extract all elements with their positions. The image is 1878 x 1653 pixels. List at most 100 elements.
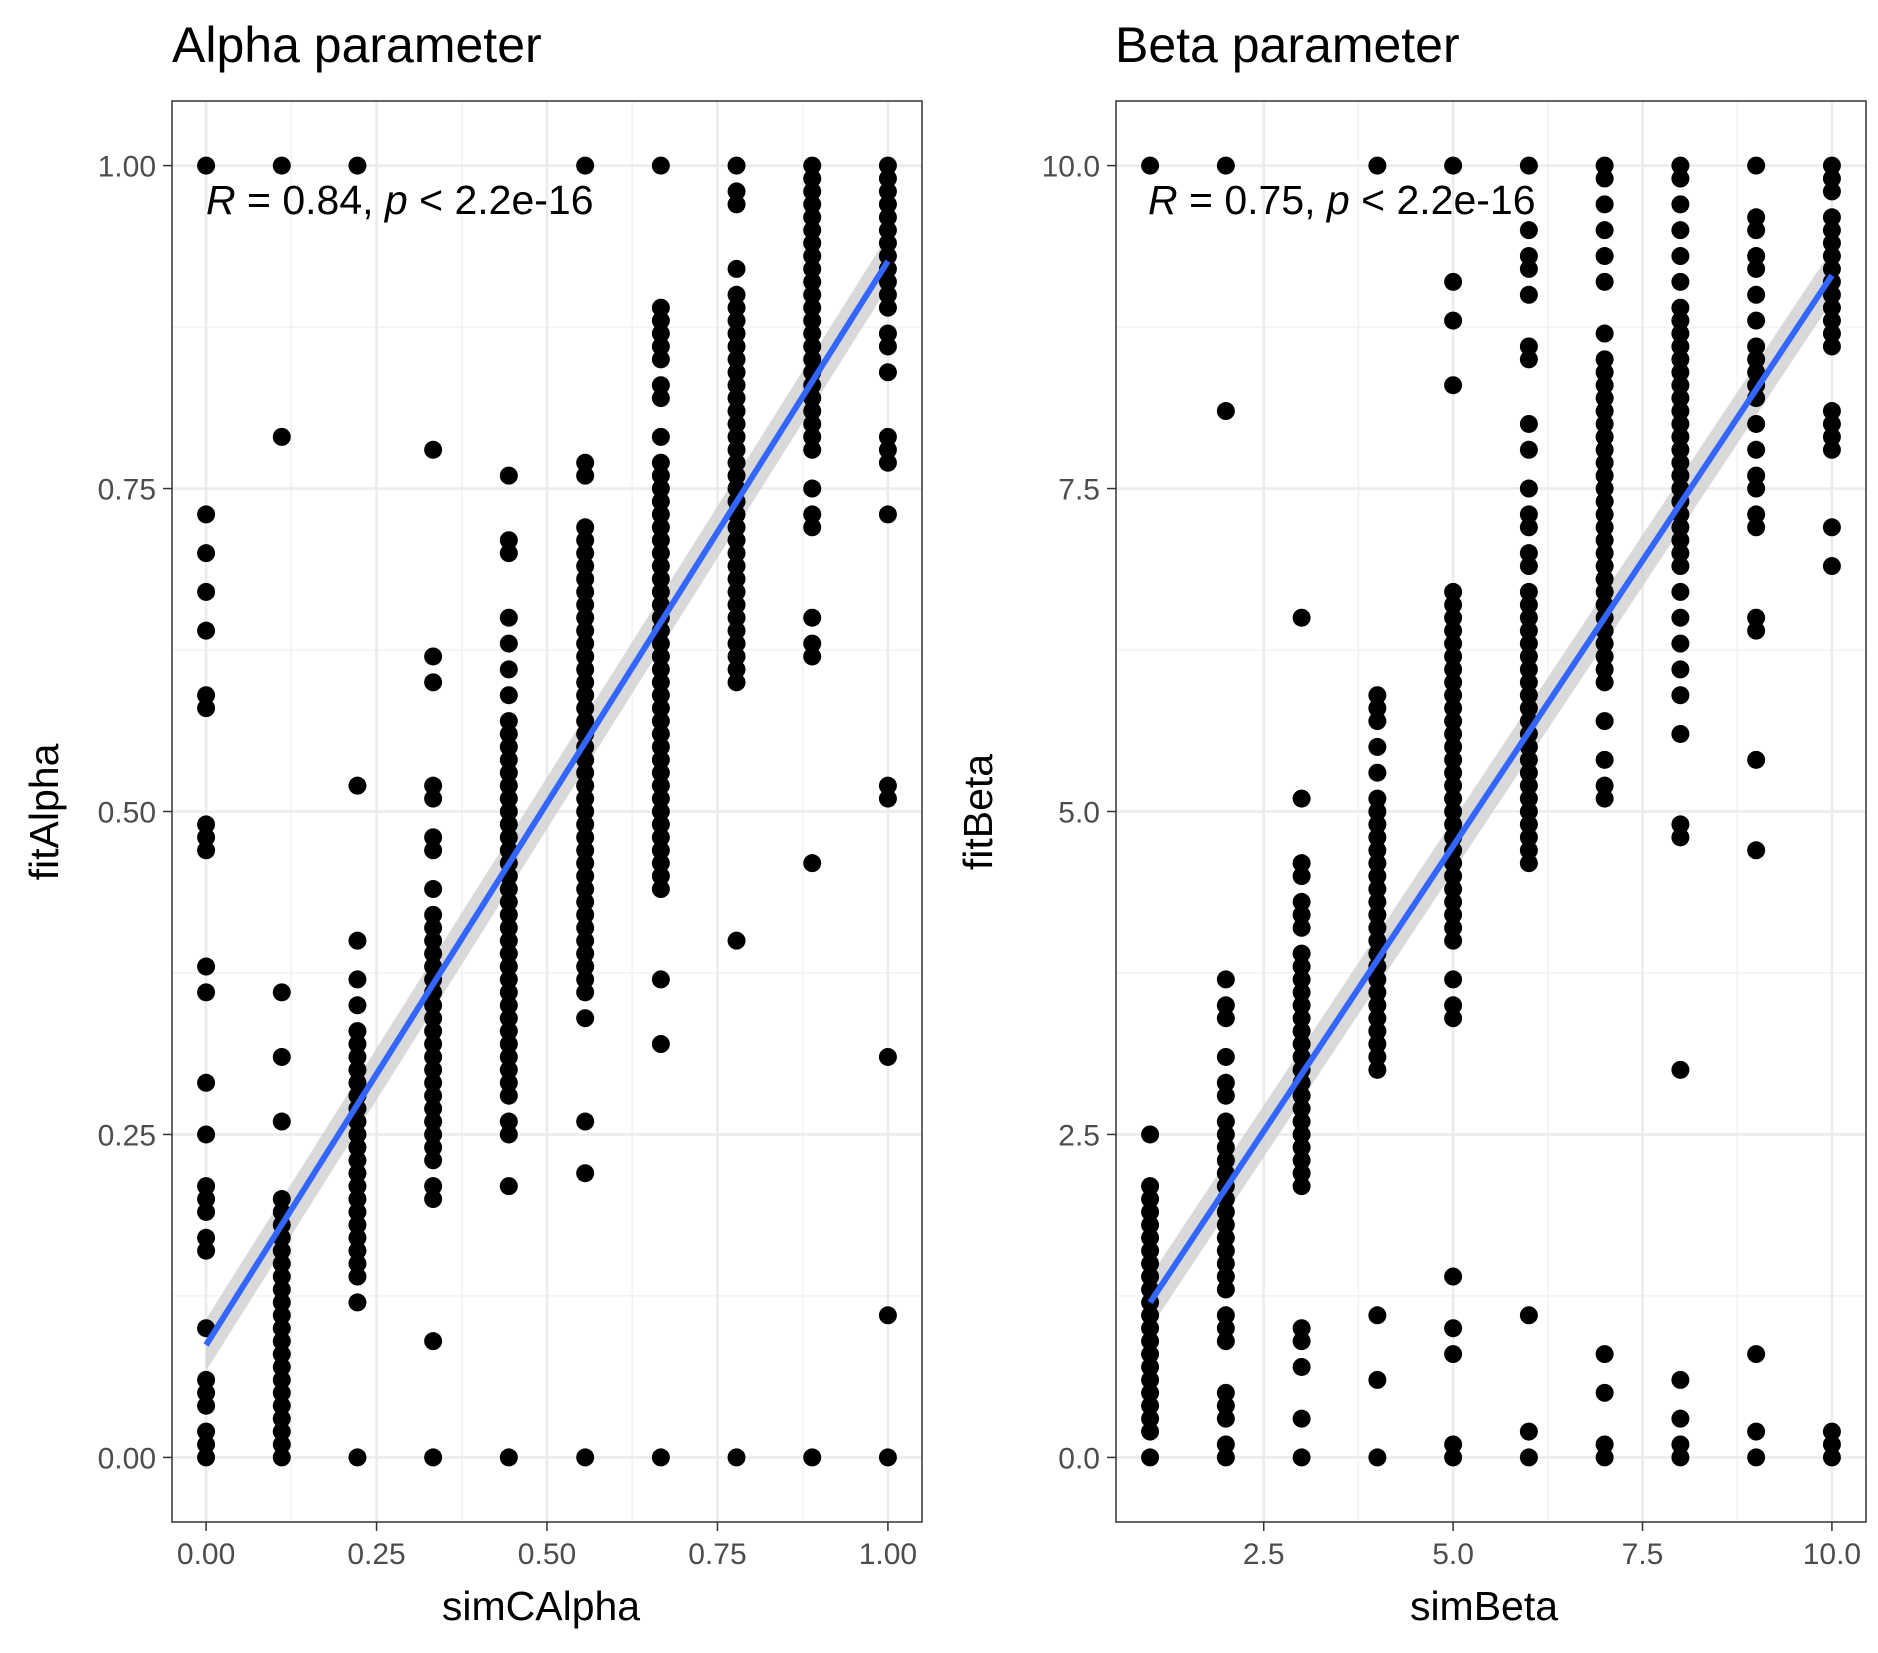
data-point [1216, 1383, 1235, 1402]
data-point [197, 1073, 216, 1092]
data-point [424, 944, 443, 963]
data-point [727, 931, 746, 950]
data-point [1671, 557, 1690, 576]
data-point [1368, 1022, 1387, 1041]
y-tick-label: 0.50 [98, 797, 156, 830]
data-point [576, 699, 595, 718]
data-point [1747, 285, 1766, 304]
data-point [1519, 1422, 1538, 1441]
data-point [1671, 169, 1690, 188]
data-point [499, 1047, 518, 1066]
data-point [1216, 1396, 1235, 1415]
data-point [1368, 1060, 1387, 1079]
data-point [1519, 544, 1538, 563]
data-point [1444, 272, 1463, 291]
data-point [424, 905, 443, 924]
data-point [1141, 1215, 1160, 1234]
data-point [803, 634, 822, 653]
data-point [1216, 1151, 1235, 1170]
data-point [651, 737, 670, 756]
data-point [1747, 1448, 1766, 1467]
data-point [424, 1035, 443, 1054]
data-point [878, 337, 897, 356]
data-point [576, 156, 595, 175]
data-point [1519, 156, 1538, 175]
data-point [1368, 763, 1387, 782]
data-point [1671, 156, 1690, 175]
data-point [651, 776, 670, 795]
data-point [1519, 686, 1538, 705]
annotation-r-value: = 0.84, [236, 177, 385, 223]
annotation-p-value: < 2.2e-16 [1350, 177, 1536, 223]
data-point [1519, 815, 1538, 834]
panel-alpha: Alpha parameter 0.00 0.25 0.50 0.75 1.000.00… [21, 17, 923, 1629]
data-point [1519, 634, 1538, 653]
data-point [1444, 737, 1463, 756]
fit-line-alpha [203, 259, 891, 1347]
data-point [348, 1190, 367, 1209]
data-point [651, 854, 670, 873]
data-point [727, 621, 746, 640]
data-point [1141, 1254, 1160, 1273]
data-point [197, 841, 216, 860]
data-point [1444, 1435, 1463, 1454]
data-point [651, 557, 670, 576]
data-point [1444, 724, 1463, 743]
data-point [878, 208, 897, 227]
data-point [1519, 505, 1538, 524]
data-point [1141, 1190, 1160, 1209]
data-point [499, 1448, 518, 1467]
data-point [878, 234, 897, 253]
data-point [499, 737, 518, 756]
data-point [1595, 582, 1614, 601]
data-point [197, 1448, 216, 1467]
data-point [1444, 660, 1463, 679]
data-point [1595, 376, 1614, 395]
data-point [878, 1306, 897, 1325]
data-point [727, 647, 746, 666]
data-point [727, 466, 746, 485]
x-tick-label: 5.0 [1432, 1538, 1474, 1571]
data-point [803, 1448, 822, 1467]
data-point [651, 427, 670, 446]
data-point [424, 1138, 443, 1157]
data-point [499, 815, 518, 834]
data-point [424, 1086, 443, 1105]
data-point [1595, 569, 1614, 588]
data-point [651, 569, 670, 588]
data-point [197, 582, 216, 601]
data-point [1747, 505, 1766, 524]
data-point [1444, 815, 1463, 834]
data-point [1519, 518, 1538, 537]
data-point [651, 453, 670, 472]
data-point [803, 505, 822, 524]
data-point [878, 169, 897, 188]
data-point [803, 234, 822, 253]
data-point [878, 1047, 897, 1066]
data-point [424, 1009, 443, 1028]
grid-alpha [172, 101, 922, 1522]
data-point [348, 970, 367, 989]
data-point [1141, 1383, 1160, 1402]
data-point [272, 1267, 291, 1286]
data-point [1216, 1138, 1235, 1157]
y-tick-label: 7.5 [1058, 474, 1100, 507]
data-point [878, 363, 897, 382]
data-point [348, 156, 367, 175]
data-point [272, 1254, 291, 1273]
annotation-r-symbol: R [1148, 177, 1178, 223]
data-point [727, 324, 746, 343]
data-point [576, 828, 595, 847]
data-point [803, 440, 822, 459]
data-point [197, 686, 216, 705]
data-point [727, 156, 746, 175]
data-point [651, 518, 670, 537]
data-point [651, 763, 670, 782]
data-point [272, 1396, 291, 1415]
correlation-annotation-alpha: R = 0.84, p < 2.2e-16 [206, 177, 594, 223]
data-point [1671, 686, 1690, 705]
data-point [1671, 453, 1690, 472]
data-point [499, 724, 518, 743]
data-point [1216, 1215, 1235, 1234]
data-point [576, 763, 595, 782]
